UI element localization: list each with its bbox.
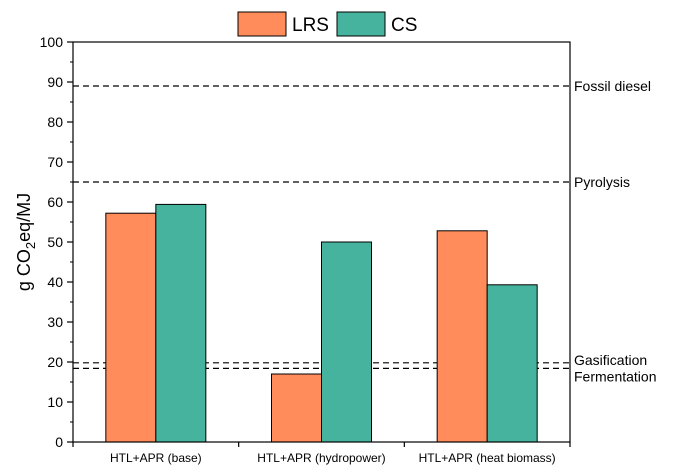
y-tick-label: 20	[47, 354, 63, 370]
y-tick-label: 60	[47, 194, 63, 210]
bar-lrs-htl-apr-base	[105, 212, 157, 443]
x-tick-label: HTL+APR (base)	[110, 451, 202, 465]
bars	[105, 203, 538, 443]
legend-label-lrs: LRS	[292, 15, 329, 36]
legend: LRS CS	[237, 11, 417, 37]
bar-cs-htl-apr-base	[155, 203, 207, 443]
y-tick-label: 50	[47, 234, 63, 250]
y-tick-label: 40	[47, 274, 63, 290]
x-axis-ticks: HTL+APR (base) HTL+APR (hydropower) HTL+AP…	[72, 442, 571, 465]
y-tick-label: 0	[55, 434, 63, 450]
y-axis-title: g CO2eq/MJ	[14, 193, 38, 291]
reference-line-labels: Fossil diesel Pyrolysis GasificationFermen…	[574, 78, 656, 384]
reference-label-gasification: Gasification	[574, 352, 647, 368]
y-tick-label: 70	[47, 154, 63, 170]
reference-label-pyrolysis: Pyrolysis	[574, 174, 630, 190]
legend-label-cs: CS	[391, 15, 417, 36]
x-tick-label: HTL+APR (heat biomass)	[419, 451, 556, 465]
y-tick-label: 30	[47, 314, 63, 330]
legend-swatch-lrs	[237, 11, 287, 37]
y-tick-label: 10	[47, 394, 63, 410]
legend-swatch-cs	[336, 11, 386, 37]
bar-lrs-htl-apr-heat-biomass	[436, 230, 488, 443]
y-tick-label: 80	[47, 114, 63, 130]
y-tick-label: 100	[40, 34, 64, 50]
bar-cs-htl-apr-hydropower	[321, 241, 372, 443]
bar-lrs-htl-apr-hydropower	[271, 373, 322, 443]
y-tick-label: 90	[47, 74, 63, 90]
reference-label-fermentation: Fermentation	[574, 368, 656, 384]
x-tick-label: HTL+APR (hydropower)	[257, 451, 385, 465]
reference-label-fossil-diesel: Fossil diesel	[574, 78, 651, 94]
bar-cs-htl-apr-heat-biomass	[486, 284, 538, 443]
y-axis-ticks: 0 10 20 30 40 50 60 70 80 90 100	[40, 34, 73, 450]
y-axis-label: g CO2eq/MJ	[14, 193, 38, 291]
